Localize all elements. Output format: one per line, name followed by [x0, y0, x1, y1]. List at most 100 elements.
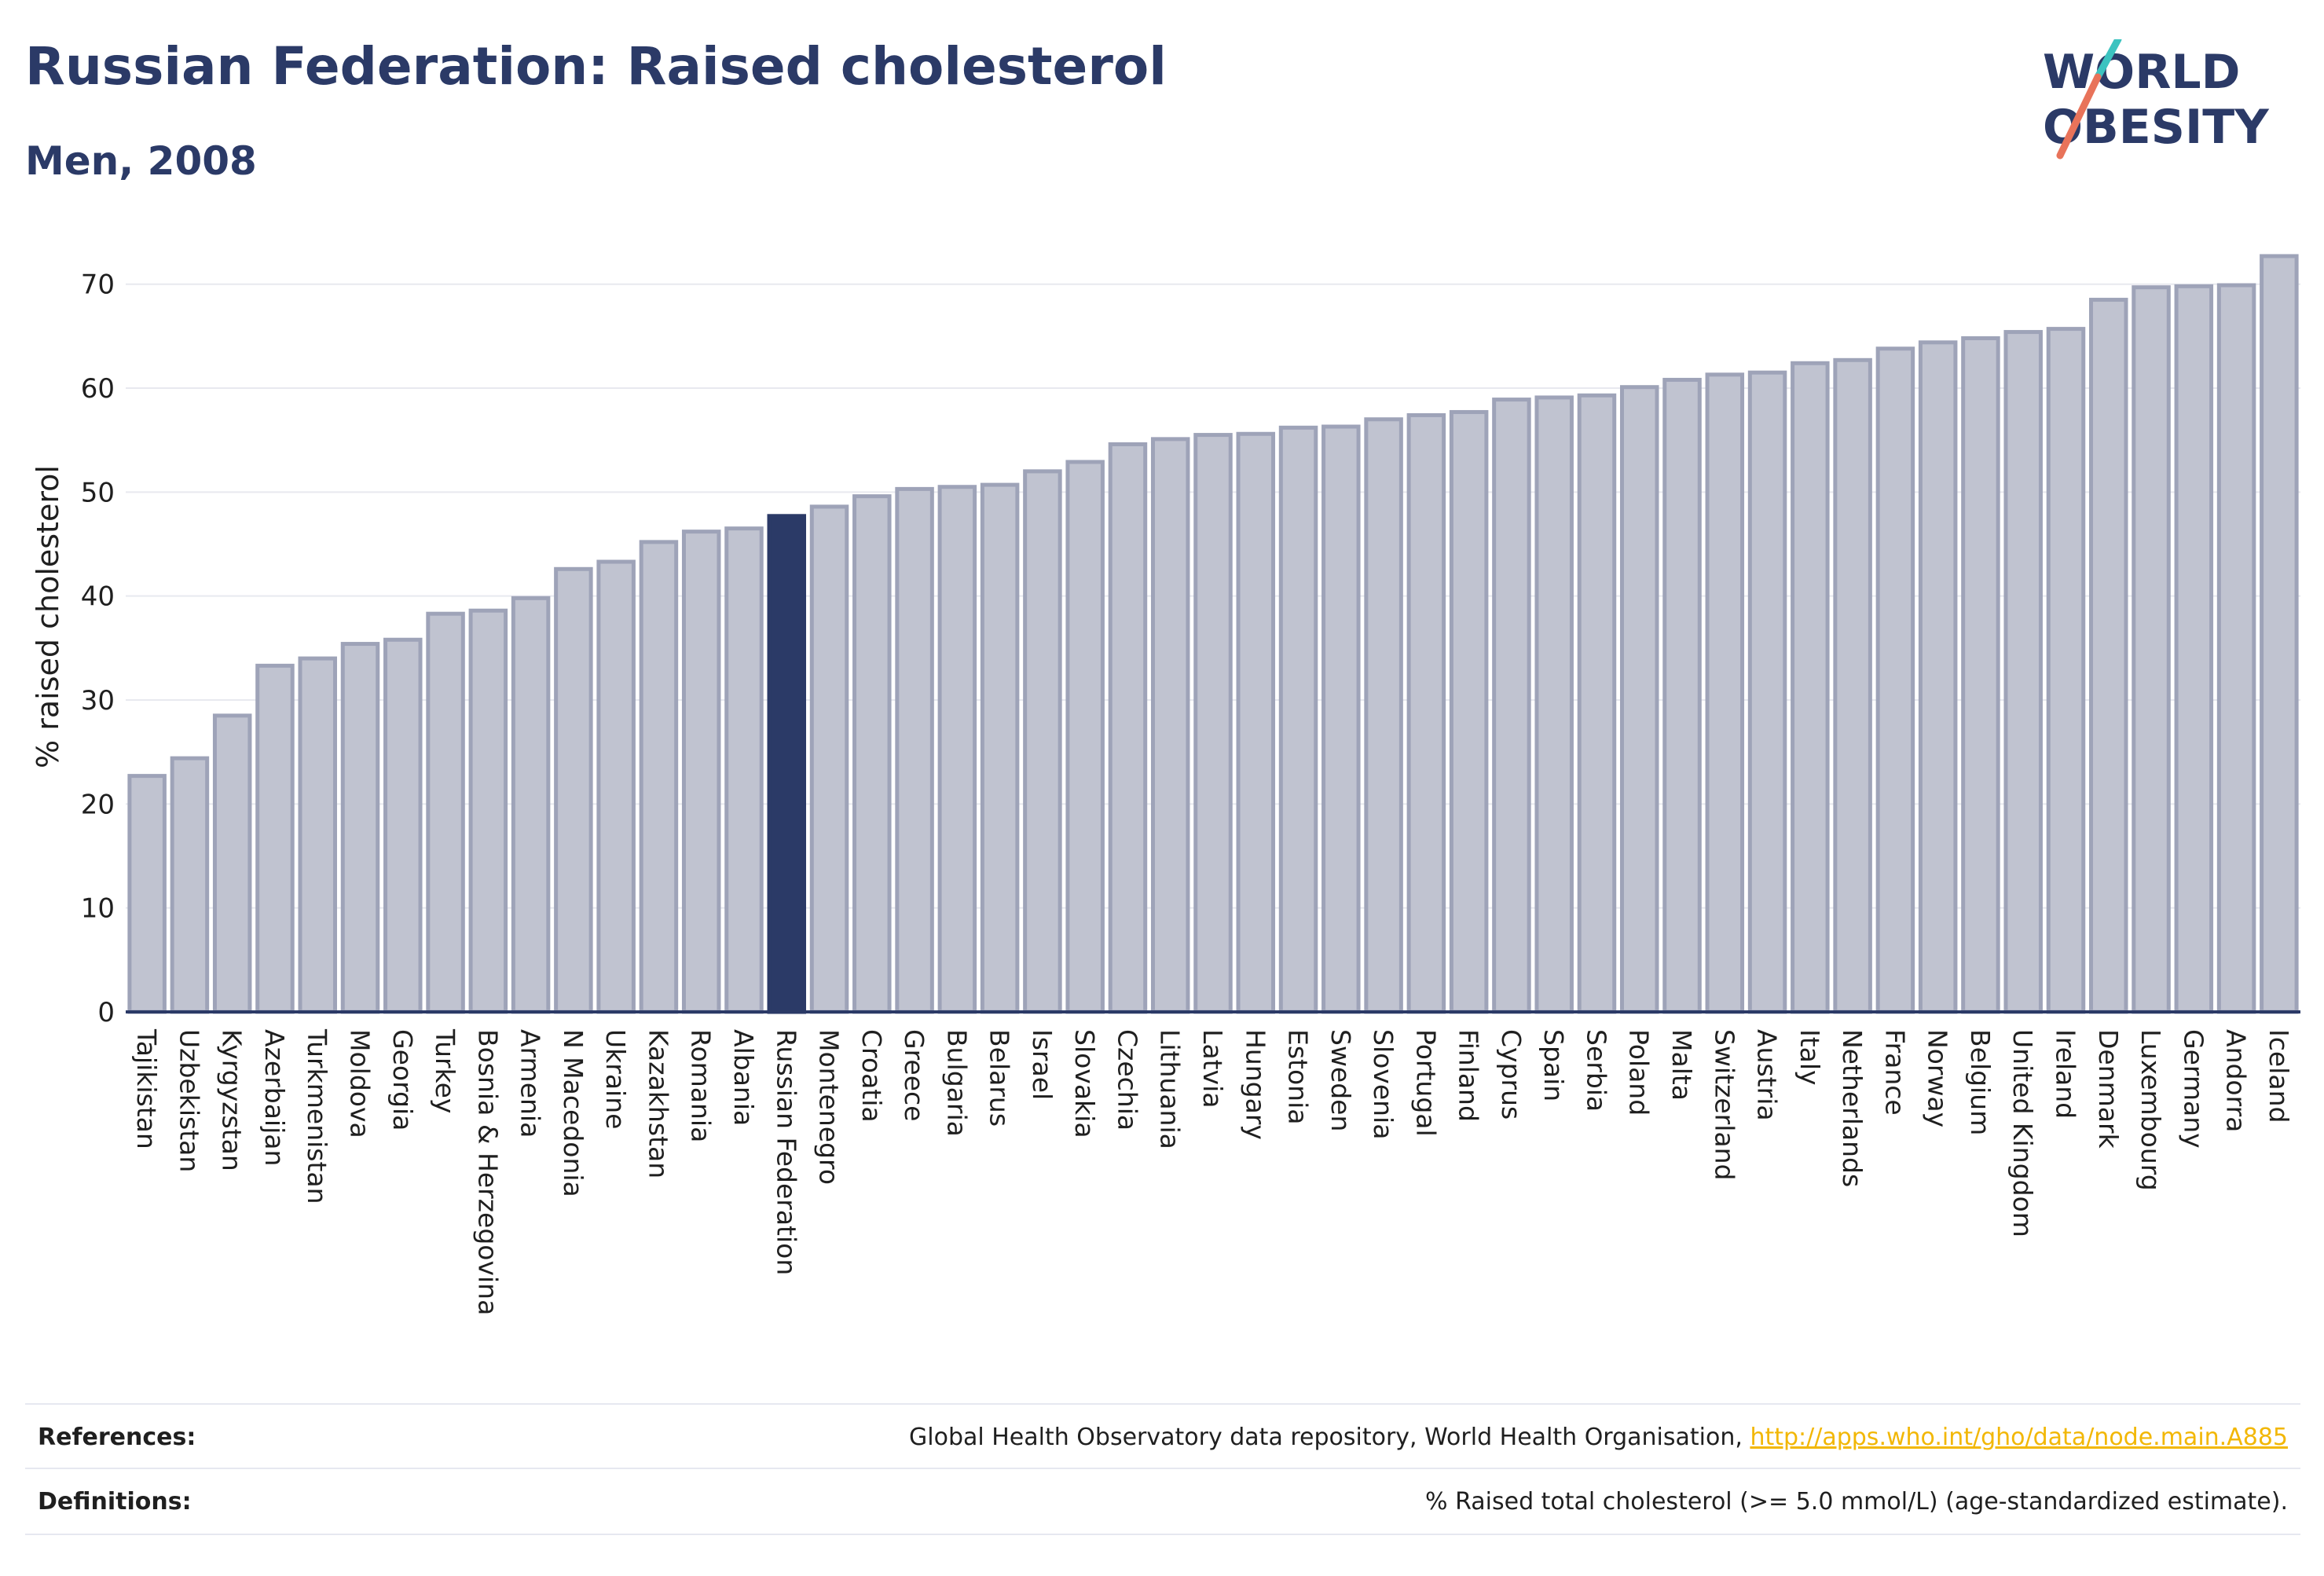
bar-romania: [681, 530, 721, 1014]
page-title: Russian Federation: Raised cholesterol: [25, 36, 1167, 97]
y-tick-label: 60: [81, 373, 115, 405]
x-tick-label: Estonia: [1283, 1029, 1314, 1124]
x-tick-label: Bosnia & Herzegovina: [472, 1029, 503, 1315]
x-tick-label: Switzerland: [1709, 1029, 1739, 1181]
page-subtitle: Men, 2008: [25, 138, 257, 184]
x-tick-label: Ireland: [2050, 1029, 2080, 1119]
x-axis: Tajikistan Uzbekistan Kyrgyzstan Azerbaijan…: [126, 1010, 2300, 1315]
bar-serbia: [1577, 393, 1617, 1014]
x-tick-label: Austria: [1752, 1029, 1783, 1121]
x-tick-label: Sweden: [1325, 1029, 1356, 1131]
bar-united-kingdom: [2003, 330, 2043, 1014]
bar-belarus: [980, 482, 1020, 1014]
bar-latvia: [1193, 433, 1233, 1014]
bar-austria: [1747, 370, 1787, 1014]
x-tick-label: Belarus: [984, 1029, 1015, 1127]
x-tick-label: Israel: [1027, 1029, 1058, 1100]
x-tick-label: Albania: [728, 1029, 759, 1126]
bar-slovenia: [1364, 417, 1403, 1014]
x-tick-label: Uzbekistan: [174, 1029, 204, 1172]
x-tick-label: Belgium: [1965, 1029, 1996, 1135]
logo-slash-teal: [2094, 39, 2122, 81]
bar-turkmenistan: [298, 656, 337, 1014]
bar-cyprus: [1492, 398, 1531, 1014]
x-tick-label: Ukraine: [600, 1029, 631, 1129]
x-tick-label: Lithuania: [1155, 1029, 1186, 1149]
bar-russian-federation: [767, 514, 807, 1014]
bar-italy: [1791, 361, 1830, 1014]
bar-germany: [2174, 284, 2214, 1014]
x-tick-label: Kazakhstan: [643, 1029, 673, 1178]
bar-switzerland: [1705, 372, 1745, 1014]
bar-bulgaria: [937, 485, 977, 1014]
x-tick-label: Norway: [1923, 1029, 1953, 1127]
x-tick-label: Poland: [1624, 1029, 1655, 1116]
bar-bosnia-herzegovina: [468, 608, 508, 1014]
x-tick-label: Andorra: [2221, 1029, 2252, 1132]
x-tick-label: Slovenia: [1368, 1029, 1398, 1139]
bar-denmark: [2089, 298, 2128, 1014]
bar-portugal: [1406, 412, 1446, 1014]
bar-sweden: [1321, 424, 1361, 1014]
bar-poland: [1619, 385, 1659, 1014]
x-tick-label: Tajikistan: [131, 1028, 162, 1149]
references-row: References: Global Health Observatory da…: [25, 1403, 2300, 1469]
x-tick-label: Cyprus: [1496, 1029, 1527, 1120]
bar-iceland: [2260, 254, 2299, 1014]
x-tick-label: Luxembourg: [2135, 1029, 2166, 1191]
definitions-text: % Raised total cholesterol (>= 5.0 mmol/…: [1425, 1488, 2288, 1516]
y-axis-label: % raised cholesterol: [31, 465, 65, 768]
y-tick-label: 70: [81, 269, 115, 301]
bar-ukraine: [596, 559, 636, 1014]
bar-chart: 0 10 20 30 40 50 60 70 Tajikistan Uzbekistan Kyrg…: [31, 254, 2300, 1315]
x-tick-label: Kyrgyzstan: [217, 1029, 247, 1171]
bar-czechia: [1108, 442, 1148, 1014]
x-tick-label: Spain: [1538, 1029, 1569, 1101]
bar-ireland: [2046, 327, 2086, 1014]
world-obesity-logo: WORLD OBESITY: [2043, 39, 2270, 159]
y-tick-label: 50: [81, 477, 115, 508]
bar-turkey: [426, 611, 465, 1014]
x-tick-label: N Macedonia: [558, 1029, 588, 1197]
bar-estonia: [1278, 425, 1318, 1014]
chart-bars: [127, 254, 2299, 1014]
bar-slovakia: [1065, 460, 1105, 1014]
bar-kazakhstan: [639, 540, 679, 1014]
x-tick-label: Denmark: [2093, 1029, 2124, 1149]
references-link[interactable]: http://apps.who.int/gho/data/node.main.A…: [1750, 1424, 2288, 1451]
y-tick-label: 0: [97, 997, 115, 1028]
bar-belgium: [1961, 336, 2000, 1014]
x-tick-label: Croatia: [856, 1029, 887, 1123]
x-tick-label: Netherlands: [1837, 1029, 1868, 1187]
bar-malta: [1662, 377, 1702, 1014]
bar-luxembourg: [2132, 285, 2171, 1014]
x-tick-label: Czechia: [1112, 1029, 1142, 1131]
references-label: References:: [38, 1424, 196, 1451]
bar-israel: [1023, 469, 1062, 1014]
bar-croatia: [852, 494, 892, 1014]
x-tick-label: France: [1879, 1029, 1910, 1116]
bar-spain: [1534, 395, 1574, 1014]
bar-georgia: [383, 637, 423, 1014]
bar-andorra: [2216, 283, 2256, 1014]
bar-n-macedonia: [554, 566, 593, 1014]
y-axis: 0 10 20 30 40 50 60 70: [81, 269, 115, 1028]
bar-azerbaijan: [255, 663, 295, 1014]
x-tick-label: United Kingdom: [2007, 1029, 2038, 1237]
x-tick-label: Bulgaria: [941, 1029, 972, 1137]
x-tick-label: Greece: [899, 1029, 929, 1121]
x-tick-label: Iceland: [2264, 1029, 2294, 1123]
y-tick-label: 30: [81, 685, 115, 717]
x-tick-label: Moldova: [345, 1029, 376, 1138]
bar-armenia: [511, 596, 551, 1014]
x-tick-label: Azerbaijan: [259, 1029, 290, 1166]
references-source: Global Health Observatory data repositor…: [909, 1424, 1750, 1451]
bar-lithuania: [1150, 437, 1190, 1014]
x-tick-label: Turkey: [430, 1028, 460, 1113]
x-tick-label: Portugal: [1410, 1029, 1441, 1137]
references-text: Global Health Observatory data repositor…: [909, 1424, 2288, 1451]
bar-uzbekistan: [170, 756, 210, 1014]
x-tick-label: Slovakia: [1069, 1029, 1100, 1138]
bar-hungary: [1236, 431, 1276, 1014]
bar-tajikistan: [127, 774, 167, 1014]
